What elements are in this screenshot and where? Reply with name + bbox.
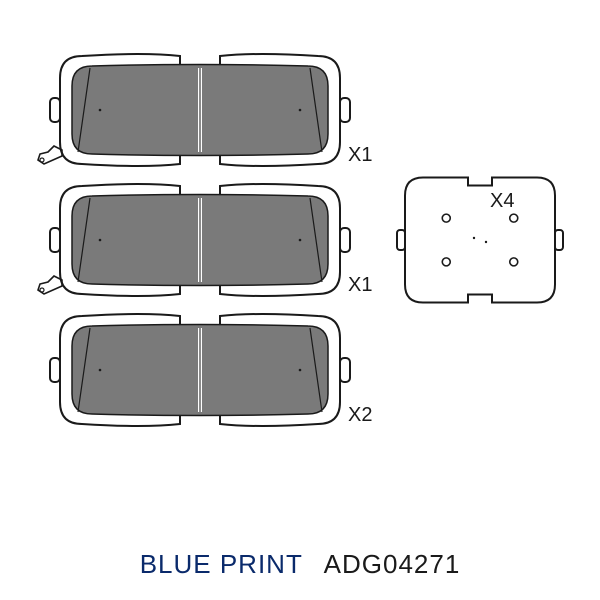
pad-label-4: X4 [490, 190, 514, 213]
part-number: ADG04271 [324, 549, 461, 579]
pad-label-1: X1 [348, 144, 372, 167]
pad-label-3: X2 [348, 404, 372, 427]
brand-text: BLUE PRINT [140, 549, 303, 579]
brake-pad-diagram [0, 0, 600, 600]
diagram-canvas: X1 X1 X2 X4 BLUE PRINT ADG04271 [0, 0, 600, 600]
footer: BLUE PRINT ADG04271 [0, 549, 600, 580]
pad-label-2: X1 [348, 274, 372, 297]
